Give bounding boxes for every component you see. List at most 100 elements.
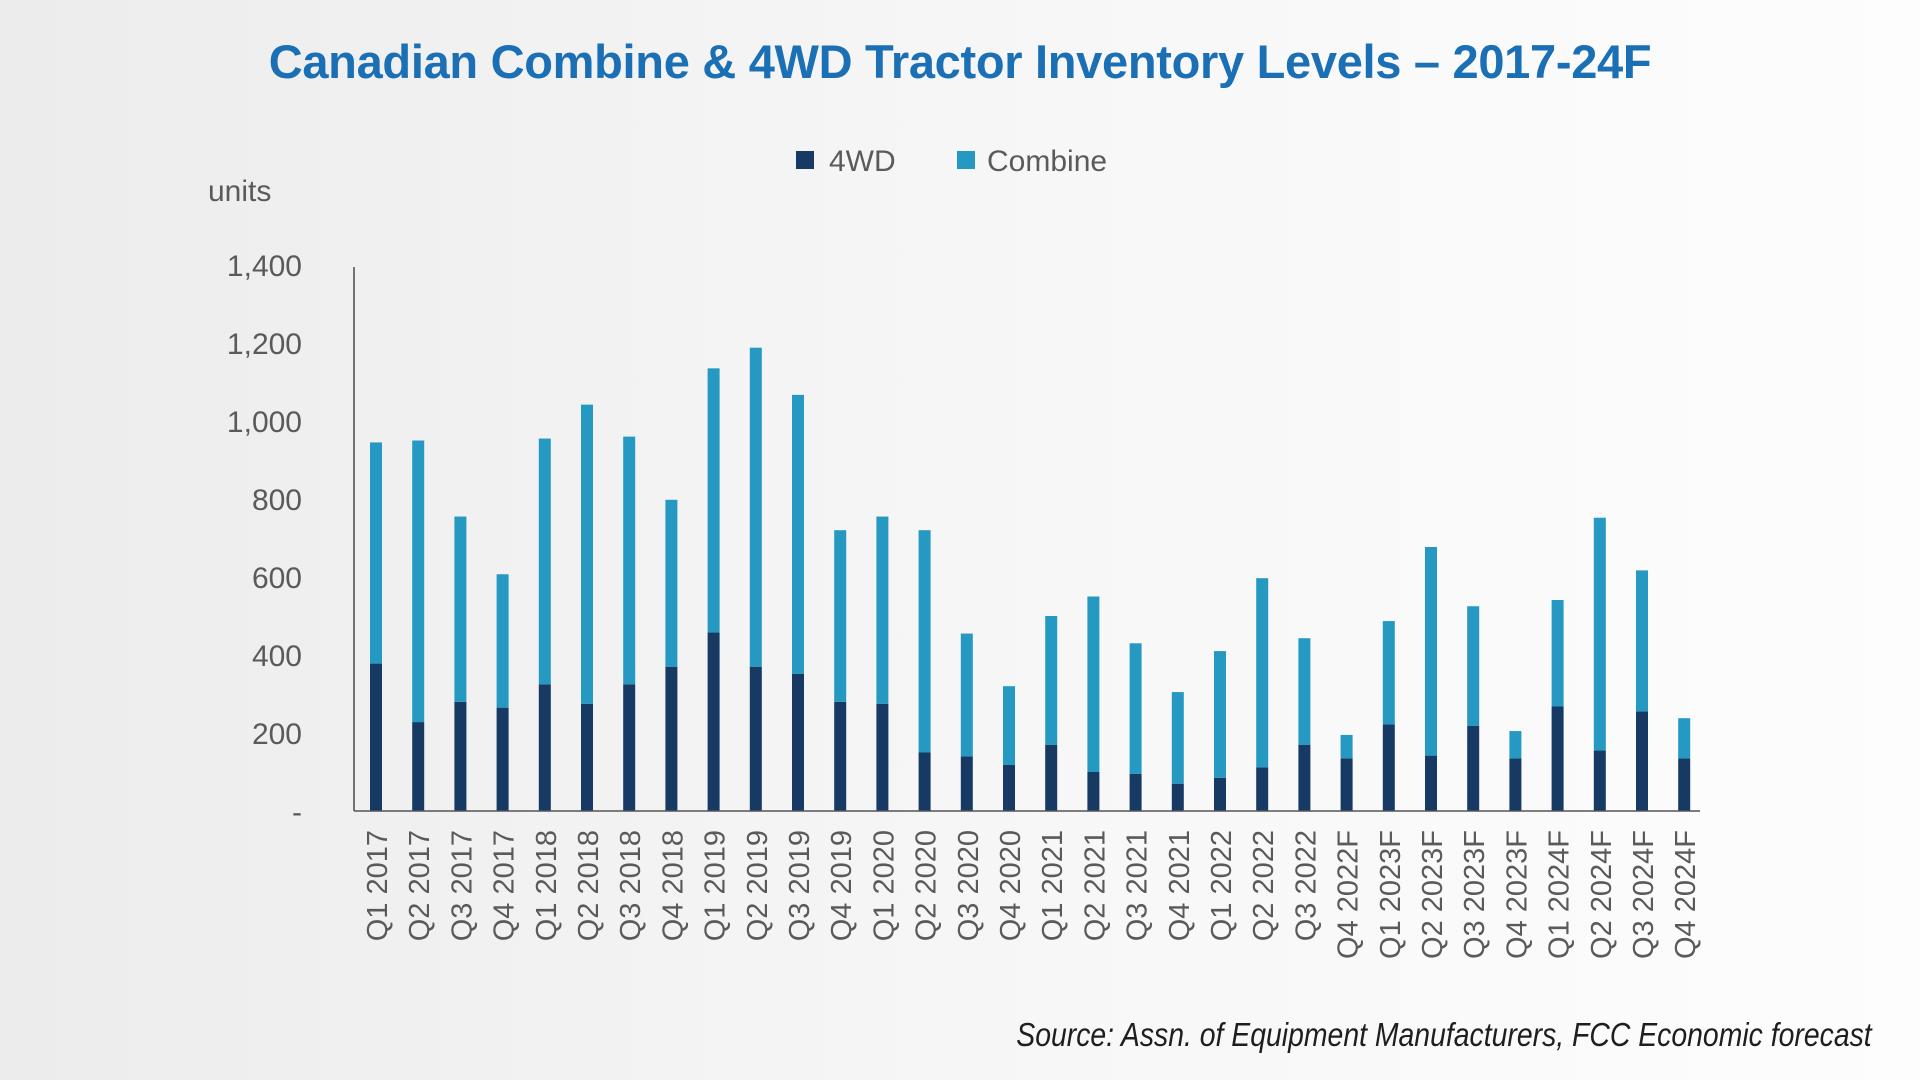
x-tick-label: Q4 2017 <box>489 830 521 941</box>
bar-4wd <box>1003 764 1015 811</box>
bar-4wd <box>1382 724 1395 811</box>
bar-4wd <box>1256 767 1269 811</box>
bar-4wd <box>370 663 382 811</box>
bar-4wd <box>1340 758 1353 811</box>
bar-4wd <box>1551 706 1564 811</box>
x-tick-label: Q3 2021 <box>1122 830 1154 941</box>
bar-combine <box>792 394 804 674</box>
bar-4wd <box>1129 773 1142 811</box>
legend-swatch <box>796 151 814 169</box>
bar-4wd <box>1636 711 1648 811</box>
x-tick-label: Q1 2017 <box>362 830 394 941</box>
bar-combine <box>707 368 720 633</box>
x-tick-label: Q3 2024F <box>1628 830 1660 959</box>
x-tick-label: Q1 2023F <box>1375 830 1407 959</box>
bar-combine <box>1003 686 1015 765</box>
x-tick-label: Q3 2023F <box>1459 830 1491 959</box>
x-tick-label: Q1 2019 <box>700 830 732 941</box>
chart-legend: 4WD Combine <box>796 145 1107 178</box>
bar-combine <box>412 440 425 723</box>
bar-4wd <box>707 632 720 811</box>
bar-4wd <box>1298 744 1311 811</box>
x-tick-label: Q1 2021 <box>1037 830 1069 941</box>
x-tick-label: Q2 2017 <box>404 830 436 941</box>
bar-4wd <box>834 701 847 811</box>
y-tick-label: - <box>292 796 302 829</box>
y-tick-label: 400 <box>252 640 302 673</box>
x-tick-label: Q3 2022 <box>1290 830 1322 941</box>
bar-combine <box>960 633 973 757</box>
bar-combine <box>454 516 467 702</box>
x-tick-label: Q4 2018 <box>657 830 689 941</box>
bar-combine <box>1129 643 1142 774</box>
bar-combine <box>1509 731 1522 759</box>
bar-combine <box>834 530 847 702</box>
x-tick-label: Q2 2019 <box>742 830 774 941</box>
bar-4wd <box>960 756 973 811</box>
y-tick-label: 1,200 <box>227 328 302 361</box>
bar-4wd <box>412 722 425 811</box>
x-tick-label: Q2 2023F <box>1417 830 1449 959</box>
x-tick-label: Q1 2018 <box>531 830 563 941</box>
x-tick-label: Q1 2020 <box>868 830 900 941</box>
bar-combine <box>1171 692 1184 784</box>
x-tick-label: Q4 2019 <box>826 830 858 941</box>
x-tick-label: Q3 2019 <box>784 830 816 941</box>
bar-4wd <box>918 752 931 811</box>
x-tick-label: Q2 2022 <box>1248 830 1280 941</box>
bar-4wd <box>1045 744 1058 811</box>
x-axis-ticks: Q1 2017 Q2 2017 Q3 2017 Q4 2017 Q1 2018 Q2 20… <box>362 830 1702 959</box>
x-tick-label: Q1 2024F <box>1544 830 1576 959</box>
bar-4wd <box>876 703 889 811</box>
bar-group <box>370 347 1691 811</box>
bar-combine <box>1467 606 1480 726</box>
bar-combine <box>538 438 551 685</box>
bar-combine <box>581 404 593 704</box>
x-tick-label: Q4 2023F <box>1501 830 1533 959</box>
bar-4wd <box>1467 725 1480 811</box>
x-tick-label: Q3 2017 <box>446 830 478 941</box>
y-axis-unit-label: units <box>208 175 271 208</box>
bar-4wd <box>1425 755 1437 811</box>
bar-combine <box>1214 651 1226 778</box>
x-tick-label: Q2 2021 <box>1079 830 1111 941</box>
y-tick-label: 1,000 <box>227 406 302 439</box>
legend-swatch <box>957 151 975 169</box>
y-tick-label: 200 <box>252 718 302 751</box>
axes <box>353 267 1700 812</box>
y-axis-ticks: - 200 400 600 800 1,000 1,200 1,400 <box>227 250 302 829</box>
bar-combine <box>918 530 931 753</box>
bar-4wd <box>1509 758 1522 811</box>
y-tick-label: 800 <box>252 484 302 517</box>
x-tick-label: Q3 2018 <box>615 830 647 941</box>
legend-label: Combine <box>987 145 1107 178</box>
y-tick-label: 1,400 <box>227 250 302 283</box>
bar-combine <box>1678 718 1691 759</box>
bar-4wd <box>665 666 678 811</box>
bar-combine <box>876 516 889 704</box>
bar-combine <box>1087 596 1100 772</box>
bar-4wd <box>792 673 804 811</box>
bar-4wd <box>1593 750 1606 811</box>
bar-combine <box>623 436 636 685</box>
bar-combine <box>1298 638 1311 745</box>
legend-label: 4WD <box>829 145 896 178</box>
bar-4wd <box>538 684 551 811</box>
bar-4wd <box>1087 772 1100 811</box>
x-tick-label: Q4 2020 <box>995 830 1027 941</box>
bar-4wd <box>581 703 593 811</box>
bar-4wd <box>1171 783 1184 811</box>
bar-4wd <box>496 707 509 811</box>
bar-combine <box>1340 734 1353 759</box>
y-tick-label: 600 <box>252 562 302 595</box>
x-tick-label: Q2 2024F <box>1586 830 1618 959</box>
bar-combine <box>1045 616 1058 745</box>
bar-combine <box>370 442 382 664</box>
x-tick-label: Q1 2022 <box>1206 830 1238 941</box>
bar-combine <box>1425 546 1437 756</box>
bar-combine <box>749 347 762 667</box>
bar-combine <box>1256 578 1269 768</box>
bar-combine <box>496 574 509 708</box>
source-note: Source: Assn. of Equipment Manufacturers… <box>1016 1016 1872 1053</box>
